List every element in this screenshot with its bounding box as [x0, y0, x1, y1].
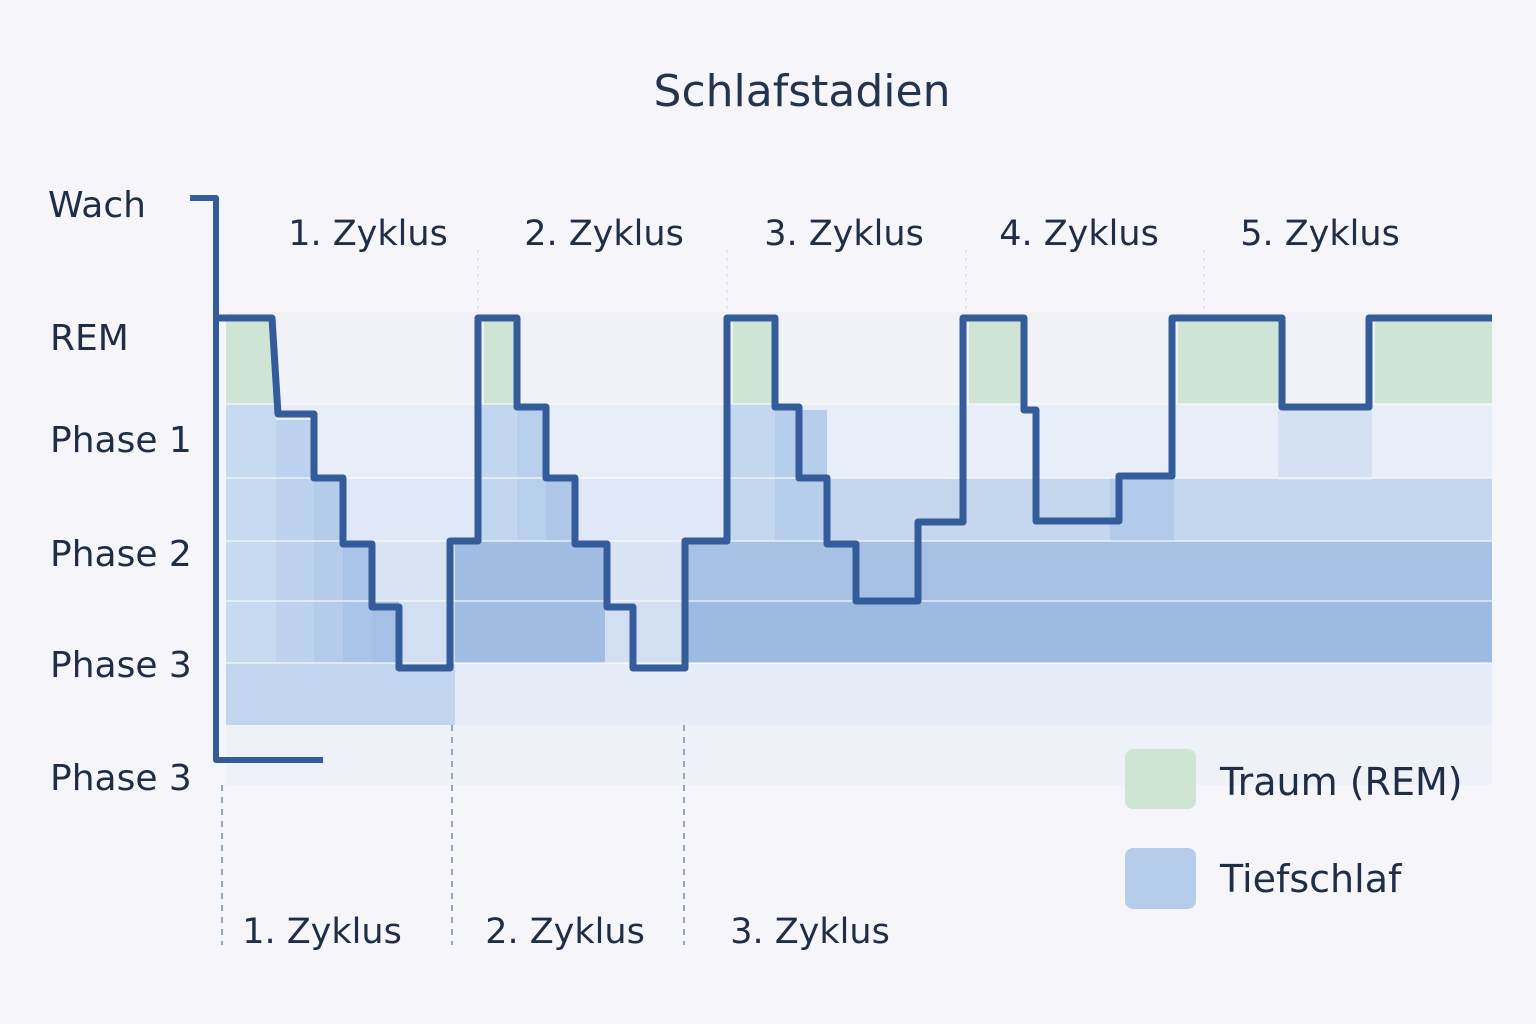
svg-text:2. Zyklus: 2. Zyklus — [485, 912, 645, 952]
hypnogram-line — [216, 314, 1492, 672]
chart-title: Schlafstadien — [654, 66, 951, 117]
y-axis-labels: Wach REM Phase 1 Phase 2 Phase 3 Phase 3 — [48, 185, 192, 799]
svg-text:1. Zyklus: 1. Zyklus — [242, 912, 402, 952]
y-label-phase-3: Phase 3 — [50, 645, 192, 686]
svg-text:4. Zyklus: 4. Zyklus — [999, 214, 1159, 254]
top-cycle-labels: 1. Zyklus 2. Zyklus 3. Zyklus 4. Zyklus … — [288, 214, 1400, 254]
y-label-phase-1: Phase 1 — [50, 420, 192, 461]
legend-label-rem: Traum (REM) — [1219, 760, 1463, 804]
cycle-dividers-top — [477, 250, 1205, 312]
y-label-rem: REM — [50, 318, 129, 359]
y-label-phase-3-lower: Phase 3 — [50, 758, 192, 799]
y-axis — [190, 195, 323, 763]
svg-text:3. Zyklus: 3. Zyklus — [730, 912, 890, 952]
legend-label-tiefschlaf: Tiefschlaf — [1219, 857, 1403, 901]
svg-text:3. Zyklus: 3. Zyklus — [764, 214, 924, 254]
svg-text:5. Zyklus: 5. Zyklus — [1240, 214, 1400, 254]
legend-swatch-rem — [1125, 749, 1196, 809]
legend-swatch-tiefschlaf — [1125, 848, 1196, 909]
x-axis: 1. Zyklus 2. Zyklus 3. Zyklus — [221, 725, 1100, 952]
y-label-phase-2: Phase 2 — [50, 534, 192, 575]
svg-text:1. Zyklus: 1. Zyklus — [288, 214, 448, 254]
legend: Traum (REM) Tiefschlaf — [1125, 749, 1463, 909]
y-label-wach: Wach — [48, 185, 146, 226]
svg-text:2. Zyklus: 2. Zyklus — [524, 214, 684, 254]
